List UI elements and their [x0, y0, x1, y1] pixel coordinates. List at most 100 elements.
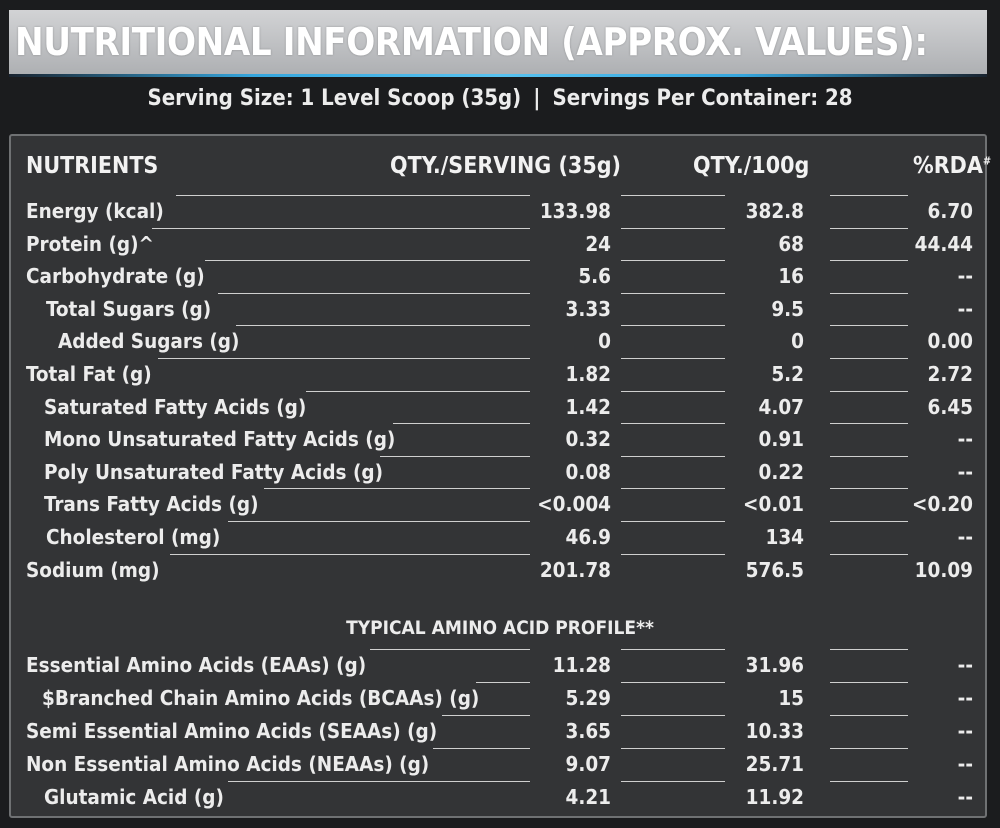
leader-line — [621, 195, 725, 196]
leader-line — [621, 781, 725, 782]
leader-line — [621, 456, 725, 457]
leader-line — [830, 649, 908, 650]
qty-serving-value: 9.07 — [565, 752, 611, 776]
rda-value: -- — [957, 752, 973, 776]
amino-section-title: TYPICAL AMINO ACID PROFILE** — [346, 617, 654, 639]
page-title: NUTRITIONAL INFORMATION (APPROX. VALUES)… — [9, 10, 987, 74]
leader-line — [228, 781, 530, 782]
rda-value: 10.09 — [914, 558, 973, 582]
qty-serving-value: 1.82 — [565, 362, 611, 386]
leader-line — [830, 456, 908, 457]
serving-info: Serving Size: 1 Level Scoop (35g) | Servin… — [0, 86, 1000, 111]
nutrient-label: Protein (g)^ — [26, 232, 154, 256]
leader-line — [621, 554, 725, 555]
leader-line — [621, 325, 725, 326]
leader-line — [205, 260, 530, 261]
nutrient-label: Sodium (mg) — [26, 558, 160, 582]
qty-serving-value: 201.78 — [539, 558, 611, 582]
qty-100g-value: 10.33 — [745, 719, 804, 743]
title-underline — [9, 74, 987, 77]
qty-serving-value: 46.9 — [565, 525, 611, 549]
leader-line — [621, 391, 725, 392]
leader-line — [830, 781, 908, 782]
leader-line — [264, 488, 530, 489]
rda-value: 6.70 — [927, 199, 973, 223]
leader-line — [830, 260, 908, 261]
nutrient-label: Glutamic Acid (g) — [44, 785, 224, 809]
leader-line — [830, 748, 908, 749]
table-row: Saturated Fatty Acids (g) 1.42 4.07 6.45 — [0, 391, 1000, 423]
qty-serving-value: 0 — [598, 329, 611, 353]
leader-line — [158, 358, 530, 359]
leader-line — [621, 649, 725, 650]
rda-value: -- — [957, 525, 973, 549]
leader-line — [830, 293, 908, 294]
qty-100g-value: 15 — [778, 686, 804, 710]
table-row: Total Fat (g) 1.82 5.2 2.72 — [0, 358, 1000, 390]
table-row: $Branched Chain Amino Acids (BCAAs) (g) 5… — [0, 682, 1000, 714]
header-nutrients: NUTRIENTS — [26, 153, 159, 179]
rda-value: -- — [957, 460, 973, 484]
qty-serving-value: 5.6 — [578, 264, 611, 288]
leader-line — [306, 391, 530, 392]
table-row: Sodium (mg) 201.78 576.5 10.09 — [0, 554, 1000, 586]
qty-serving-value: 133.98 — [539, 199, 611, 223]
leader-line — [830, 228, 908, 229]
leader-line — [621, 228, 725, 229]
leader-line — [830, 488, 908, 489]
qty-serving-value: 11.28 — [552, 653, 611, 677]
qty-100g-value: 25.71 — [745, 752, 804, 776]
nutrient-label: Semi Essential Amino Acids (SEAAs) (g) — [26, 719, 438, 743]
table-row: Protein (g)^ 24 68 44.44 — [0, 228, 1000, 260]
leader-line — [228, 521, 530, 522]
qty-serving-value: 3.65 — [565, 719, 611, 743]
header-qty-100g: QTY./100g — [693, 153, 810, 179]
qty-serving-value: 0.08 — [565, 460, 611, 484]
nutrient-label: Trans Fatty Acids (g) — [44, 492, 259, 516]
qty-100g-value: 0.22 — [758, 460, 804, 484]
nutrient-label: Total Sugars (g) — [46, 297, 212, 321]
header-qty-serving: QTY./SERVING (35g) — [390, 153, 621, 179]
qty-serving-value: 0.32 — [565, 427, 611, 451]
leader-line — [621, 682, 725, 683]
rda-value: -- — [957, 297, 973, 321]
nutrient-label: Total Fat (g) — [26, 362, 152, 386]
rda-value: 44.44 — [914, 232, 973, 256]
qty-serving-value: 3.33 — [565, 297, 611, 321]
leader-line — [152, 228, 530, 229]
leader-line — [170, 554, 530, 555]
table-row: Cholesterol (mg) 46.9 134 -- — [0, 521, 1000, 553]
qty-100g-value: 16 — [778, 264, 804, 288]
qty-serving-value: 5.29 — [565, 686, 611, 710]
leader-line — [830, 715, 908, 716]
rda-value: 0.00 — [927, 329, 973, 353]
leader-line — [830, 391, 908, 392]
table-row: Essential Amino Acids (EAAs) (g) 11.28 31.… — [0, 649, 1000, 681]
nutrient-label: Poly Unsaturated Fatty Acids (g) — [44, 460, 384, 484]
rda-value: -- — [957, 785, 973, 809]
table-row: Total Sugars (g) 3.33 9.5 -- — [0, 293, 1000, 325]
leader-line — [830, 195, 908, 196]
leader-line — [370, 649, 530, 650]
qty-100g-value: 9.5 — [771, 297, 804, 321]
leader-line — [442, 715, 530, 716]
qty-100g-value: 0 — [791, 329, 804, 353]
header-rda-label: %RDA — [913, 153, 983, 179]
table-row: Carbohydrate (g) 5.6 16 -- — [0, 260, 1000, 292]
qty-100g-value: 134 — [765, 525, 805, 549]
leader-line — [621, 293, 725, 294]
leader-line — [218, 293, 530, 294]
table-row: Trans Fatty Acids (g) <0.004 <0.01 <0.20 — [0, 488, 1000, 520]
nutrient-label: Carbohydrate (g) — [26, 264, 205, 288]
rda-value: -- — [957, 719, 973, 743]
rda-value: -- — [957, 427, 973, 451]
serving-separator: | — [533, 86, 541, 111]
qty-100g-value: 576.5 — [745, 558, 804, 582]
leader-line — [621, 423, 725, 424]
serving-size: Serving Size: 1 Level Scoop (35g) — [147, 86, 522, 111]
nutrient-label: Non Essential Amino Acids (NEAAs) (g) — [26, 752, 430, 776]
qty-100g-value: 382.8 — [745, 199, 804, 223]
qty-100g-value: 11.92 — [745, 785, 804, 809]
qty-serving-value: <0.004 — [537, 492, 611, 516]
nutrient-label: Essential Amino Acids (EAAs) (g) — [26, 653, 367, 677]
